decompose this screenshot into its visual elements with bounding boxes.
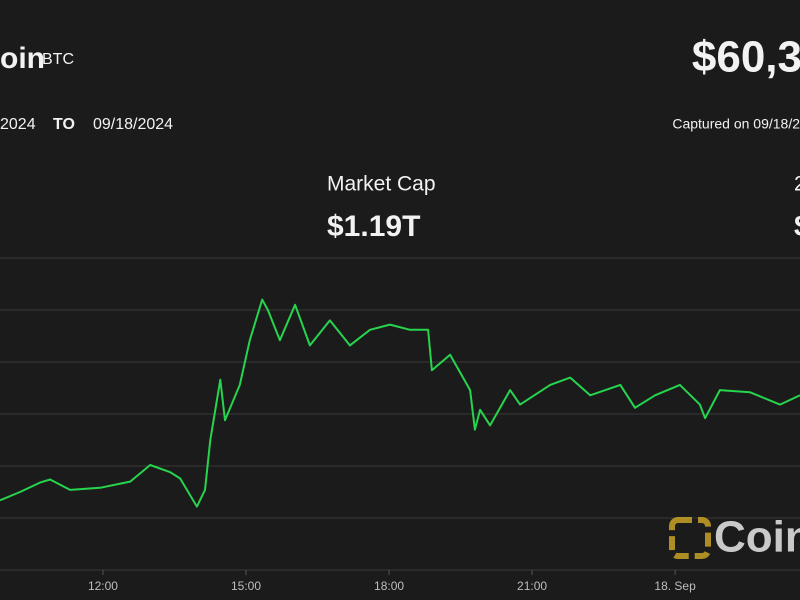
captured: Captured on 09/18/2 <box>672 116 800 132</box>
logo-icon <box>669 517 711 559</box>
range-to: 09/18/2024 <box>93 116 173 133</box>
stat-label: 2 <box>794 173 800 196</box>
logo: Coin <box>669 513 800 562</box>
price: $60,3 <box>692 33 800 82</box>
plot: 12:00 15:00 18:00 21:00 18. Sep <box>0 298 800 593</box>
stat-value: $1.19T <box>327 210 420 243</box>
stat-label: Market Cap <box>327 173 436 196</box>
price-line <box>0 298 800 508</box>
range-to-word: TO <box>53 116 75 133</box>
x-tick-label: 18:00 <box>374 579 404 593</box>
x-tick-label: 18. Sep <box>654 579 696 593</box>
stat-value: $ <box>794 210 800 243</box>
coin-name: oin <box>0 42 45 75</box>
coin-symbol: BTC <box>42 51 74 68</box>
range-from: 2024 <box>0 116 36 133</box>
x-tick-label: 15:00 <box>231 579 261 593</box>
x-tick-label: 12:00 <box>88 579 118 593</box>
x-tick-label: 21:00 <box>517 579 547 593</box>
logo-text: Coin <box>714 513 800 562</box>
